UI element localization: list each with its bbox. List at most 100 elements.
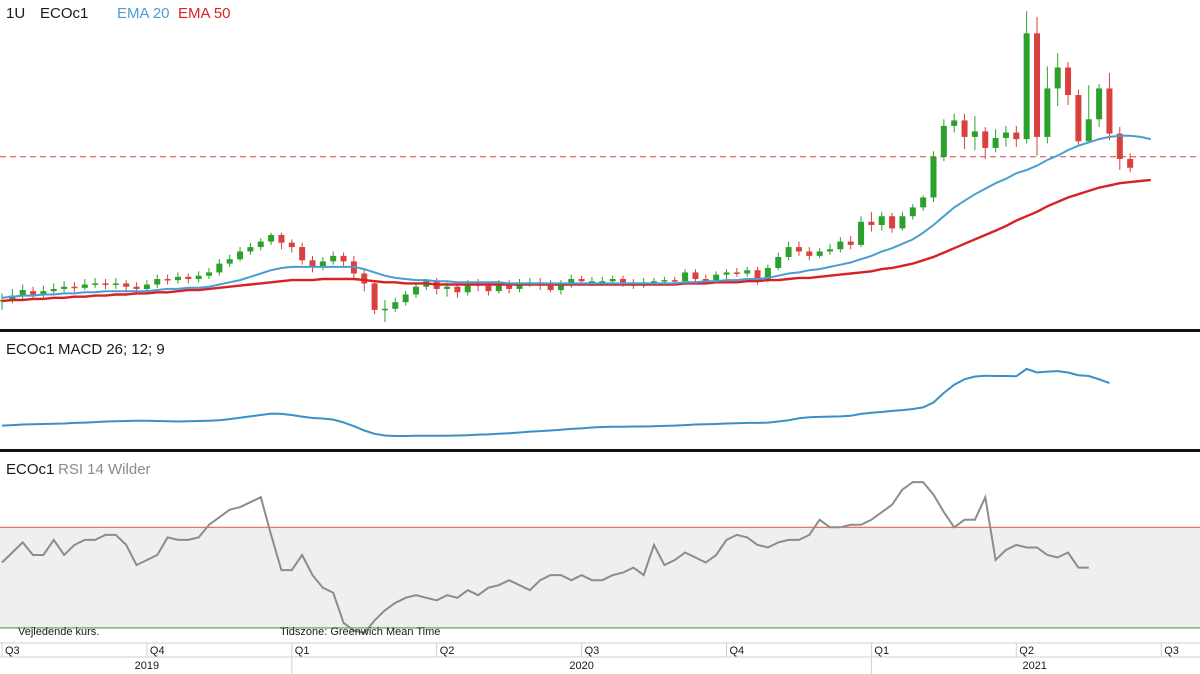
candle-body: [1085, 119, 1092, 142]
quarter-label: Q2: [1019, 645, 1034, 657]
panel-divider-macd-rsi[interactable]: [0, 449, 1200, 452]
footer-note-disclaimer: Vejledende kurs.: [18, 626, 100, 638]
candle-body: [40, 291, 47, 295]
year-label: 2019: [135, 660, 159, 672]
ema50-legend[interactable]: EMA 50: [178, 5, 231, 22]
candle-body: [185, 276, 192, 280]
rsi-band: [0, 527, 1200, 628]
candle-body: [920, 197, 927, 208]
macd-line: [1, 367, 1110, 437]
candle-body: [795, 247, 802, 252]
candle-body: [392, 302, 399, 309]
candle-body: [268, 234, 275, 242]
candle-body: [847, 241, 854, 245]
candle-body: [1106, 88, 1113, 134]
candle-body: [206, 272, 212, 276]
candle-body: [413, 286, 419, 295]
candle-body: [713, 274, 720, 281]
candle-body: [257, 241, 264, 248]
candle-body: [775, 256, 782, 269]
candle-body: [754, 270, 761, 281]
candle-body: [1034, 33, 1040, 137]
candle-body: [557, 283, 564, 291]
candle-body: [361, 273, 368, 284]
candle-body: [868, 221, 875, 226]
candle-body: [651, 281, 658, 283]
quarter-label: Q4: [730, 645, 745, 657]
rsi-line: [1, 481, 1089, 635]
candle-body: [609, 279, 616, 282]
candle-body: [889, 216, 896, 229]
candle-body: [485, 285, 492, 292]
candle-body: [216, 263, 223, 273]
candle-body: [723, 272, 730, 275]
candle-body: [330, 255, 337, 262]
candle-body: [278, 234, 285, 243]
candle-body: [30, 291, 37, 295]
ema20-legend[interactable]: EMA 20: [117, 5, 170, 22]
candle-body: [827, 249, 833, 252]
candle-body: [1127, 158, 1134, 168]
candle-body: [444, 286, 451, 289]
quarter-label: Q1: [874, 645, 889, 657]
symbol-label: ECOc1: [40, 5, 88, 22]
candle-body: [961, 120, 968, 137]
quarter-label: Q2: [440, 645, 455, 657]
candle-body: [19, 290, 26, 296]
candle-body: [992, 138, 999, 148]
candle-body: [454, 286, 461, 293]
candle-body: [909, 207, 916, 217]
candle-body: [930, 156, 937, 198]
candle-body: [1013, 132, 1020, 140]
candle-body: [123, 283, 130, 287]
candle-body: [1044, 88, 1051, 137]
candle-body: [299, 247, 306, 261]
rsi-name-label[interactable]: RSI 14 Wilder: [58, 461, 151, 478]
candle-body: [1116, 133, 1123, 159]
interval-label[interactable]: 1U: [6, 5, 25, 22]
candle-body: [1054, 67, 1061, 89]
price-panel[interactable]: 1U ECOc1 EMA 20 EMA 50: [0, 5, 1200, 322]
candle-body: [620, 279, 626, 283]
candle-body: [1065, 67, 1072, 96]
candle-body: [878, 216, 885, 226]
candle-body: [61, 286, 68, 289]
candle-body: [661, 280, 668, 282]
candle-body: [744, 270, 751, 274]
candle-body: [464, 283, 471, 293]
candle-body: [371, 283, 378, 310]
year-label: 2021: [1022, 660, 1046, 672]
candle-body: [951, 120, 958, 126]
rsi-panel[interactable]: ECOc1 RSI 14 Wilder: [0, 461, 1200, 635]
candle-body: [568, 279, 575, 284]
candle-body: [154, 279, 161, 285]
candle-body: [102, 283, 109, 285]
panel-divider-price-macd[interactable]: [0, 329, 1200, 332]
candle-body: [516, 283, 523, 289]
candle-body: [81, 284, 88, 288]
year-label: 2020: [569, 660, 593, 672]
candle-body: [247, 247, 254, 252]
quarter-label: Q4: [150, 645, 165, 657]
macd-symbol-label: ECOc1: [6, 341, 54, 358]
candle-body: [226, 259, 233, 264]
candle-body: [733, 272, 740, 274]
candle-body: [71, 286, 78, 289]
macd-panel[interactable]: ECOc1 MACD 26; 12; 9: [1, 341, 1110, 437]
candle-body: [506, 284, 513, 289]
candle-body: [816, 251, 823, 256]
candle-body: [547, 285, 554, 291]
macd-name-label[interactable]: MACD 26; 12; 9: [58, 341, 165, 358]
candle-body: [237, 251, 244, 260]
candle-body: [402, 294, 409, 303]
quarter-label: Q3: [5, 645, 20, 657]
quarter-label: Q3: [585, 645, 600, 657]
candle-body: [806, 251, 813, 256]
candle-body: [588, 281, 595, 283]
candle-body: [9, 295, 16, 300]
candle-body: [112, 283, 119, 285]
candle-body: [899, 216, 906, 229]
candle-body: [785, 247, 792, 257]
x-axis[interactable]: Q3 Q4 Q1 Q2 Q3 Q4 Q1 Q2 Q3 2019 2020 2021: [0, 642, 1200, 674]
